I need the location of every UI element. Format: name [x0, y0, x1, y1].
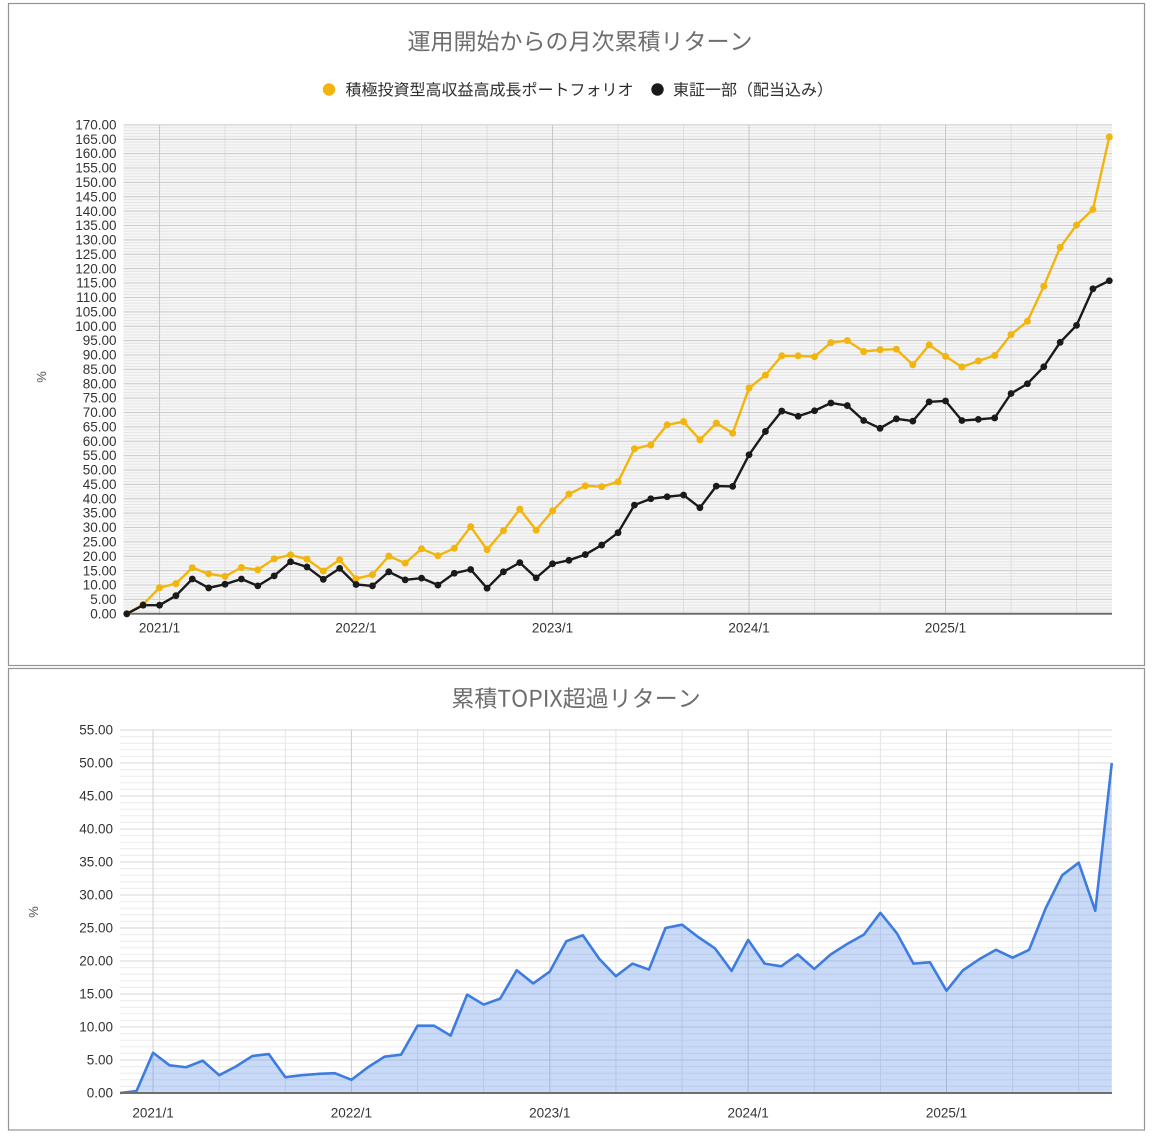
svg-text:90.00: 90.00: [83, 348, 117, 363]
svg-text:170.00: 170.00: [75, 117, 116, 132]
svg-text:55.00: 55.00: [83, 448, 117, 463]
svg-text:70.00: 70.00: [83, 405, 117, 420]
svg-text:50.00: 50.00: [79, 756, 113, 771]
svg-text:5.00: 5.00: [90, 592, 116, 607]
svg-text:0.00: 0.00: [90, 606, 116, 621]
svg-text:35.00: 35.00: [79, 855, 113, 870]
svg-text:120.00: 120.00: [75, 261, 116, 276]
svg-text:30.00: 30.00: [83, 520, 117, 535]
svg-text:50.00: 50.00: [83, 463, 117, 478]
svg-text:0.00: 0.00: [87, 1086, 113, 1101]
svg-text:2023/1: 2023/1: [532, 621, 573, 636]
svg-text:15.00: 15.00: [79, 987, 113, 1002]
svg-text:115.00: 115.00: [76, 276, 116, 291]
svg-text:2021/1: 2021/1: [139, 621, 180, 636]
svg-text:15.00: 15.00: [83, 563, 117, 578]
svg-text:20.00: 20.00: [83, 549, 117, 564]
svg-text:40.00: 40.00: [83, 491, 117, 506]
svg-text:75.00: 75.00: [83, 391, 117, 406]
svg-text:%: %: [26, 906, 41, 918]
svg-text:145.00: 145.00: [75, 189, 116, 204]
svg-text:135.00: 135.00: [75, 218, 116, 233]
svg-text:30.00: 30.00: [79, 888, 113, 903]
svg-text:10.00: 10.00: [79, 1020, 113, 1035]
svg-text:35.00: 35.00: [83, 506, 117, 521]
svg-text:160.00: 160.00: [75, 146, 116, 161]
svg-text:80.00: 80.00: [83, 376, 117, 391]
svg-text:5.00: 5.00: [87, 1053, 113, 1068]
svg-text:25.00: 25.00: [79, 921, 113, 936]
svg-text:10.00: 10.00: [83, 578, 117, 593]
svg-text:150.00: 150.00: [75, 175, 116, 190]
svg-text:2025/1: 2025/1: [925, 621, 966, 636]
svg-text:85.00: 85.00: [83, 362, 117, 377]
svg-text:45.00: 45.00: [83, 477, 117, 492]
svg-text:%: %: [34, 371, 49, 383]
svg-text:65.00: 65.00: [83, 419, 117, 434]
svg-text:155.00: 155.00: [75, 161, 116, 176]
svg-text:55.00: 55.00: [79, 723, 113, 738]
svg-text:60.00: 60.00: [83, 434, 117, 449]
svg-text:130.00: 130.00: [75, 233, 116, 248]
svg-text:2024/1: 2024/1: [728, 621, 769, 636]
svg-text:2022/1: 2022/1: [335, 621, 376, 636]
svg-text:25.00: 25.00: [83, 535, 117, 550]
svg-text:2022/1: 2022/1: [331, 1106, 372, 1121]
svg-text:125.00: 125.00: [75, 247, 116, 262]
svg-text:2024/1: 2024/1: [727, 1106, 768, 1121]
svg-text:165.00: 165.00: [75, 132, 116, 147]
svg-text:2025/1: 2025/1: [926, 1106, 967, 1121]
svg-text:40.00: 40.00: [79, 822, 113, 837]
svg-text:45.00: 45.00: [79, 789, 113, 804]
svg-text:95.00: 95.00: [83, 333, 117, 348]
svg-text:20.00: 20.00: [79, 954, 113, 969]
svg-text:140.00: 140.00: [75, 204, 116, 219]
svg-text:105.00: 105.00: [75, 304, 116, 319]
svg-text:2021/1: 2021/1: [132, 1106, 173, 1121]
svg-text:100.00: 100.00: [75, 319, 116, 334]
svg-text:2023/1: 2023/1: [529, 1106, 570, 1121]
svg-text:110.00: 110.00: [76, 290, 116, 305]
